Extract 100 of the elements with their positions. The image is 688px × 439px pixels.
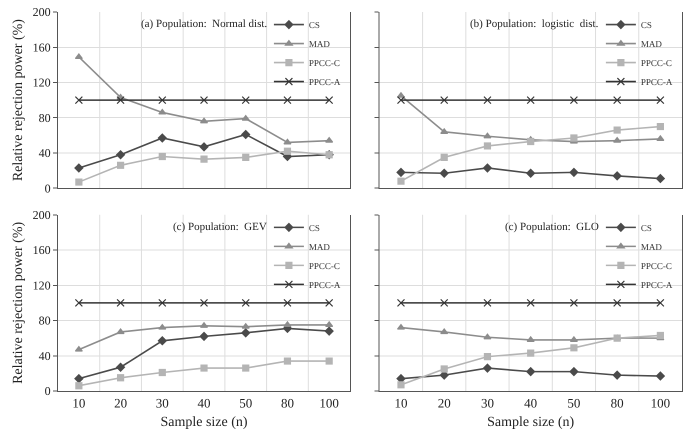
point	[570, 134, 578, 142]
y-tick-label: 80	[38, 110, 51, 125]
y-tick-label: 0	[44, 181, 51, 196]
point	[158, 108, 166, 115]
point	[74, 53, 83, 60]
point	[200, 364, 208, 372]
legend-label: PPCC-A	[308, 280, 341, 290]
y-tick-label: 120	[32, 278, 51, 292]
legend-label: CS	[308, 222, 320, 233]
point	[158, 336, 167, 346]
y-tick-label: 120	[32, 76, 51, 90]
legend-label: PPCC-A	[640, 280, 673, 290]
x-tick-label: 50	[239, 396, 252, 411]
point	[396, 298, 406, 307]
y-tick-label: 160	[32, 40, 51, 54]
point	[283, 96, 292, 104]
legend-label: PPCC-C	[640, 260, 672, 271]
point	[484, 142, 492, 150]
legend-label: MAD	[308, 39, 330, 50]
point	[242, 323, 250, 329]
point	[116, 298, 125, 307]
legend-label: PPCC-C	[640, 58, 672, 68]
y-axis-title: Relative rejection power (%)	[11, 222, 26, 384]
point	[482, 364, 492, 373]
x-tick-label: 10	[72, 396, 86, 411]
point	[612, 370, 622, 380]
point	[527, 138, 534, 146]
point	[200, 96, 208, 104]
text: (c) Population: GEV	[173, 221, 267, 233]
legend-label: PPCC-C	[308, 260, 340, 271]
point	[242, 298, 250, 307]
point	[200, 298, 208, 307]
point	[526, 96, 535, 104]
x-tick-label: 100	[650, 396, 670, 411]
x-tick-label: 80	[610, 396, 624, 411]
x-tick-label: 30	[156, 396, 169, 411]
y-axis-title: Relative rejection power (%)	[11, 18, 26, 182]
point	[526, 336, 535, 342]
point	[483, 298, 492, 307]
point	[396, 96, 406, 104]
point	[283, 321, 292, 328]
point	[283, 138, 292, 145]
point	[569, 367, 578, 376]
point	[74, 96, 83, 104]
point	[158, 368, 166, 376]
point	[158, 324, 166, 330]
point	[75, 382, 82, 390]
x-tick-label: 20	[114, 396, 128, 411]
x-axis-title: Sample size (n)	[487, 414, 575, 430]
point	[74, 346, 83, 352]
point	[440, 168, 449, 178]
point	[241, 328, 250, 338]
point	[325, 96, 334, 104]
point	[484, 353, 492, 360]
point	[242, 364, 250, 372]
y-tick-label: 160	[32, 243, 51, 258]
y-tick-label: 0	[44, 384, 51, 398]
point	[570, 336, 578, 342]
point	[526, 168, 536, 178]
point	[158, 96, 166, 104]
point	[526, 298, 535, 307]
point	[656, 174, 665, 184]
point	[283, 298, 292, 307]
point	[242, 96, 250, 104]
point	[614, 126, 621, 134]
point	[158, 298, 166, 307]
point	[158, 134, 167, 143]
point	[570, 96, 578, 104]
point	[440, 154, 448, 161]
point	[325, 137, 334, 143]
point	[396, 168, 406, 177]
legend-label: CS	[308, 20, 320, 30]
legend-label: PPCC-A	[640, 77, 673, 88]
text: (a) Population: Normal dist.	[141, 18, 268, 30]
point	[656, 122, 664, 130]
point	[242, 115, 250, 121]
point	[440, 128, 448, 134]
point	[324, 326, 334, 336]
point	[656, 332, 664, 340]
point	[74, 163, 84, 172]
point	[116, 162, 124, 169]
point	[158, 152, 166, 160]
x-tick-label: 20	[438, 396, 451, 411]
legend-label: PPCC-C	[308, 58, 340, 68]
point	[570, 344, 578, 352]
point	[656, 96, 664, 104]
point	[284, 148, 292, 155]
point	[116, 328, 125, 334]
point	[75, 178, 82, 186]
point	[396, 324, 406, 330]
x-tick-label: 80	[280, 396, 294, 411]
point	[440, 328, 448, 334]
point	[116, 96, 125, 104]
legend-label: CS	[640, 20, 652, 30]
point	[527, 350, 534, 357]
point	[200, 156, 208, 163]
point	[326, 357, 333, 365]
point	[440, 365, 448, 373]
point	[440, 96, 448, 104]
text: (c) Population: GLO	[505, 221, 599, 233]
